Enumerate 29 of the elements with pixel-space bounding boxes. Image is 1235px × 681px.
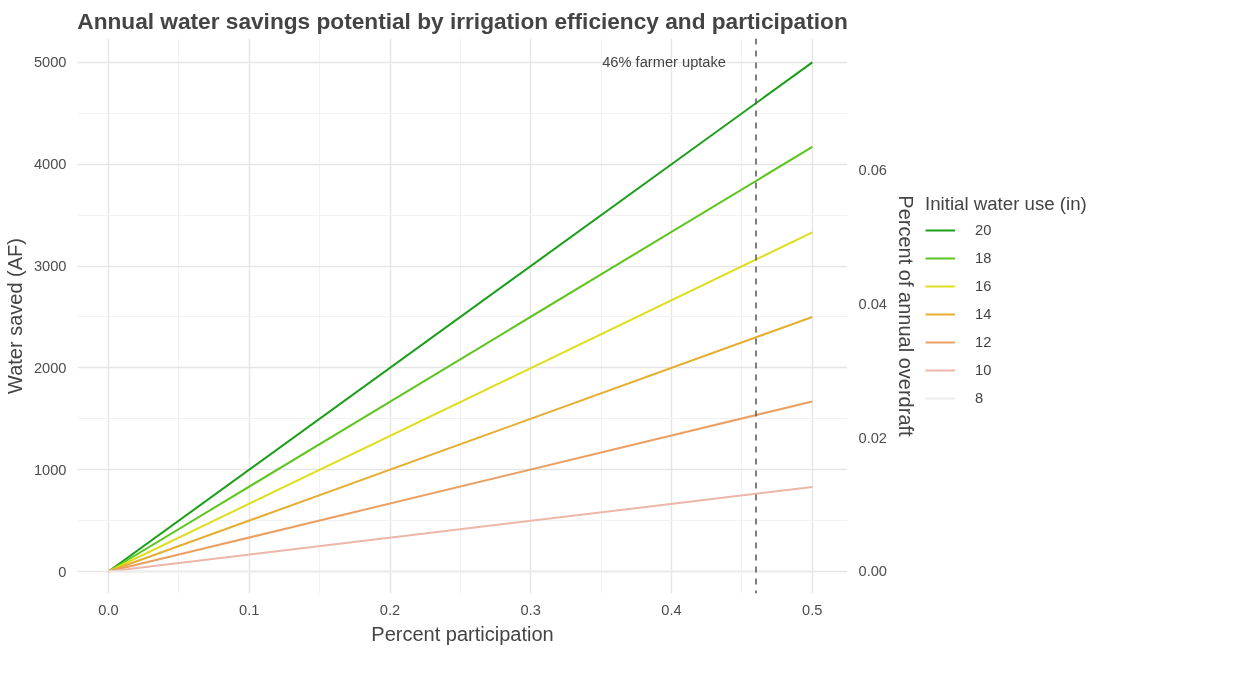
y-tick-label: 0: [58, 563, 67, 580]
y-tick-label: 3000: [33, 258, 67, 275]
legend-label: 20: [975, 222, 993, 239]
x-tick-label: 0.4: [661, 601, 682, 618]
y-tick-label: 4000: [33, 156, 67, 173]
legend-label: 12: [975, 334, 993, 351]
x-tick-label: 0.1: [239, 601, 260, 618]
ref-line-label: 46% farmer uptake: [602, 54, 726, 71]
x-tick-label: 0.3: [520, 601, 541, 618]
y2-tick-label: 0.04: [858, 295, 888, 312]
x-axis-title: Percent participation: [371, 622, 554, 645]
y2-tick-label: 0.06: [858, 161, 888, 178]
y-tick-label: 5000: [33, 54, 67, 71]
x-tick-label: 0.5: [802, 601, 823, 618]
y2-axis-title: Percent of annual overdraft: [895, 195, 918, 438]
legend-label: 10: [975, 362, 993, 379]
y2-tick-label: 0.00: [858, 563, 888, 580]
y-tick-label: 1000: [33, 461, 67, 478]
legend-title: Initial water use (in): [925, 193, 1087, 216]
x-tick-label: 0.0: [98, 601, 119, 618]
y-tick-label: 2000: [33, 359, 67, 376]
y2-tick-label: 0.02: [858, 429, 888, 446]
chart-title: Annual water savings potential by irrigation efficiency and participation: [77, 7, 848, 34]
legend-label: 8: [975, 390, 985, 407]
x-tick-label: 0.2: [379, 601, 401, 618]
legend-label: 16: [975, 278, 993, 295]
legend-label: 14: [975, 306, 993, 323]
legend-label: 18: [975, 250, 993, 267]
y-axis-title: Water saved (AF): [3, 238, 26, 394]
